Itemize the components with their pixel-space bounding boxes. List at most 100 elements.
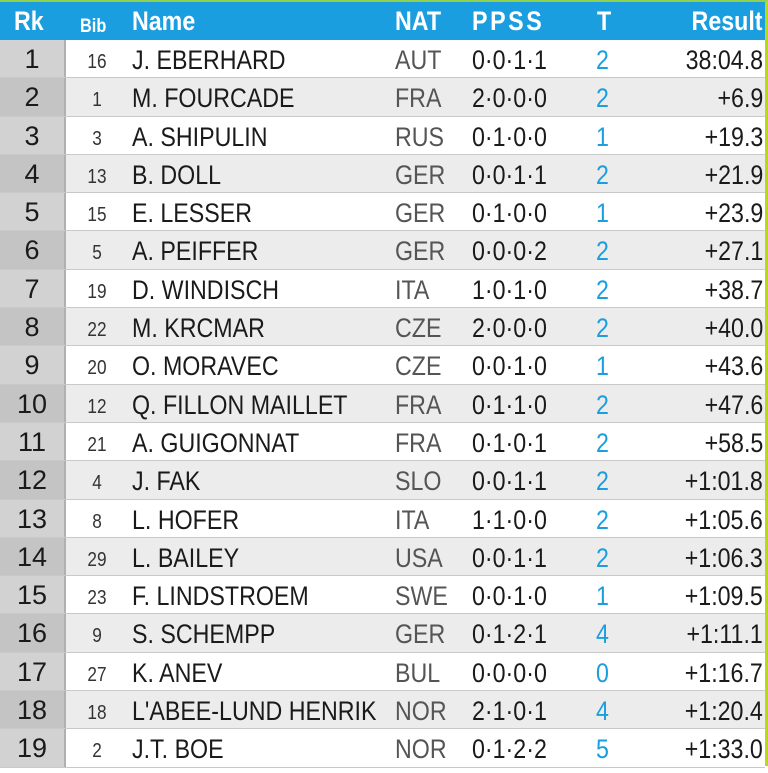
- result-time: +1:16.7: [684, 657, 763, 688]
- shooting-penalties: 0·0·0·2: [472, 236, 547, 267]
- total-penalties: 2: [596, 427, 609, 458]
- result-time: +1:33.0: [684, 734, 763, 765]
- athlete-name: M. KRCMAR: [132, 313, 265, 344]
- athlete-name: A. GUIGONNAT: [132, 427, 300, 458]
- rank-cell: 18: [0, 691, 66, 729]
- rank-cell: 11: [0, 422, 66, 461]
- shooting-penalties: 1·0·1·0: [472, 274, 547, 305]
- shooting-penalties: 0·1·0·1: [472, 427, 547, 458]
- bib-cell: 16: [87, 51, 107, 73]
- shooting-penalties: 0·0·1·0: [472, 351, 547, 382]
- bib-cell: 22: [87, 319, 107, 342]
- header-nation: NAT: [395, 6, 442, 36]
- bib-cell: 21: [87, 433, 107, 456]
- table-row: 7 19 D. WINDISCH ITA 1·0·1·0 2 +38.7: [0, 269, 765, 309]
- result-time: +27.1: [704, 236, 763, 267]
- header-rank: Rk: [14, 6, 44, 36]
- table-row: 19 2 J.T. BOE NOR 0·1·2·2 5 +1:33.0: [0, 729, 765, 768]
- shooting-penalties: 0·0·1·1: [472, 542, 547, 573]
- bib-cell: 18: [87, 702, 107, 725]
- rank-cell: 8: [0, 308, 66, 346]
- table-row: 12 4 J. FAK SLO 0·0·1·1 2 +1:01.8: [0, 461, 765, 500]
- table-row: 13 8 L. HOFER ITA 1·1·0·0 2 +1:05.6: [0, 499, 765, 538]
- rank-cell: 14: [0, 537, 66, 576]
- shooting-penalties: 2·1·0·1: [472, 696, 547, 727]
- athlete-name: F. LINDSTROEM: [132, 581, 309, 612]
- total-penalties: 2: [596, 504, 609, 535]
- nation-code: GER: [395, 236, 446, 267]
- table-row: 3 3 A. SHIPULIN RUS 0·1·0·0 1 +19.3: [0, 116, 765, 155]
- header-bib: Bib: [80, 16, 107, 37]
- table-row: 11 21 A. GUIGONNAT FRA 0·1·0·1 2 +58.5: [0, 422, 765, 462]
- nation-code: USA: [395, 542, 443, 573]
- table-row: 17 27 K. ANEV BUL 0·0·0·0 0 +1:16.7: [0, 652, 765, 692]
- bib-cell: 13: [87, 165, 107, 188]
- shooting-penalties: 2·0·0·0: [472, 83, 547, 114]
- rank-cell: 19: [0, 729, 66, 767]
- rank-cell: 10: [0, 384, 66, 422]
- header-total-penalties: T: [597, 6, 612, 36]
- table-row: 4 13 B. DOLL GER 0·0·1·1 2 +21.9: [0, 154, 765, 194]
- total-penalties: 4: [596, 696, 609, 727]
- nation-code: GER: [395, 198, 446, 229]
- athlete-name: L. BAILEY: [132, 542, 240, 573]
- result-time: +21.9: [704, 159, 763, 190]
- shooting-penalties: 0·1·0·0: [472, 198, 547, 229]
- shooting-penalties: 0·1·2·2: [472, 734, 547, 765]
- nation-code: ITA: [395, 504, 430, 535]
- bib-cell: 1: [92, 89, 102, 112]
- total-penalties: 5: [596, 734, 609, 765]
- rank-cell: 9: [0, 346, 66, 384]
- total-penalties: 2: [596, 389, 609, 420]
- athlete-name: K. ANEV: [132, 657, 223, 688]
- rank-cell: 15: [0, 576, 66, 614]
- athlete-name: J.T. BOE: [132, 734, 224, 765]
- table-row: 10 12 Q. FILLON MAILLET FRA 0·1·1·0 2 +47.6: [0, 384, 765, 423]
- rank-cell: 13: [0, 499, 66, 537]
- bib-cell: 12: [87, 395, 107, 418]
- result-time: +47.6: [704, 389, 763, 420]
- shooting-penalties: 0·0·1·0: [472, 581, 547, 612]
- result-time: +1:20.4: [684, 696, 763, 727]
- total-penalties: 4: [596, 619, 609, 650]
- athlete-name: J. EBERHARD: [132, 45, 286, 75]
- rank-cell: 5: [0, 193, 66, 231]
- bib-cell: 20: [87, 357, 107, 380]
- rank-cell: 17: [0, 652, 66, 691]
- table-row: 8 22 M. KRCMAR CZE 2·0·0·0 2 +40.0: [0, 308, 765, 347]
- rank-cell: 2: [0, 78, 66, 116]
- total-penalties: 2: [596, 542, 609, 573]
- table-row: 6 5 A. PEIFFER GER 0·0·0·2 2 +27.1: [0, 231, 765, 270]
- nation-code: NOR: [395, 734, 447, 765]
- nation-code: RUS: [395, 121, 445, 152]
- total-penalties: 2: [596, 83, 609, 114]
- table-row: 9 20 O. MORAVEC CZE 0·0·1·0 1 +43.6: [0, 346, 765, 385]
- total-penalties: 2: [596, 274, 609, 305]
- result-time: +58.5: [704, 427, 763, 458]
- shooting-penalties: 0·0·1·1: [472, 466, 547, 497]
- bib-cell: 27: [87, 663, 107, 686]
- nation-code: NOR: [395, 696, 447, 727]
- shooting-penalties: 0·0·1·1: [472, 159, 547, 190]
- rank-cell: 1: [0, 40, 66, 78]
- table-row: 14 29 L. BAILEY USA 0·0·1·1 2 +1:06.3: [0, 537, 765, 577]
- nation-code: CZE: [395, 351, 442, 382]
- total-penalties: 1: [596, 581, 609, 612]
- table-row: 5 15 E. LESSER GER 0·1·0·0 1 +23.9: [0, 193, 765, 232]
- result-time: +1:09.5: [684, 581, 763, 612]
- bib-cell: 9: [92, 625, 102, 648]
- shooting-penalties: 2·0·0·0: [472, 313, 547, 344]
- header-shooting: PPSS: [472, 6, 545, 36]
- rank-cell: 7: [0, 269, 66, 308]
- table-body: 1 16 J. EBERHARD AUT 0·0·1·1 2 38:04.8 2 1 M. FOU…: [0, 40, 765, 768]
- total-penalties: 2: [596, 159, 609, 190]
- table-row: 1 16 J. EBERHARD AUT 0·0·1·1 2 38:04.8: [0, 40, 765, 79]
- nation-code: ITA: [395, 274, 430, 305]
- athlete-name: J. FAK: [132, 466, 201, 497]
- nation-code: GER: [395, 159, 446, 190]
- athlete-name: A. SHIPULIN: [132, 121, 268, 152]
- result-time: +19.3: [704, 121, 763, 152]
- table-row: 2 1 M. FOURCADE FRA 2·0·0·0 2 +6.9: [0, 78, 765, 117]
- result-time: +1:05.6: [684, 504, 763, 535]
